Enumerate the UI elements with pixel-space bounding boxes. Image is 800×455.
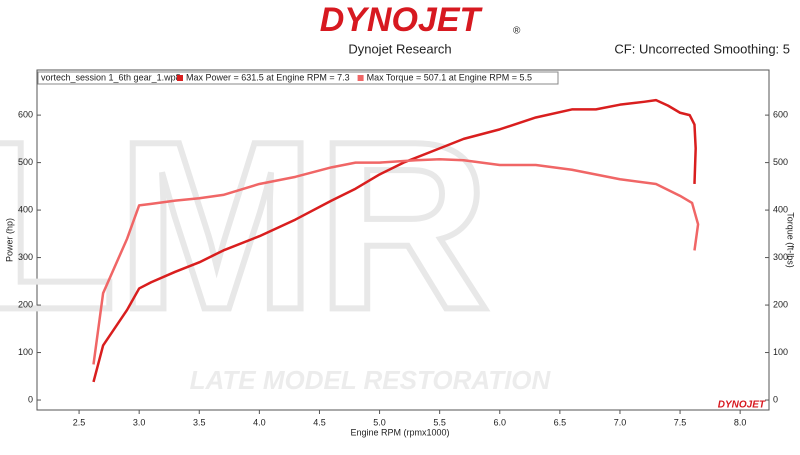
x-tick-label: 4.0 [253,417,266,427]
logo: DYNOJET [320,1,484,39]
y-tick-label: 200 [18,299,33,309]
y2-tick-label: 300 [773,252,788,262]
series-line [92,157,700,365]
x-tick-label: 7.0 [614,417,627,427]
y2-tick-label: 100 [773,347,788,357]
x-tick-label: 6.0 [494,417,507,427]
y-tick-label: 500 [18,157,33,167]
y2-tick-label: 500 [773,157,788,167]
y-axis-label: Power (hp) [4,218,14,262]
x-tick-label: 5.5 [433,417,446,427]
y2-axis-label: Torque (ft-lbs) [786,212,796,268]
legend-swatch [357,75,364,81]
x-tick-label: 5.0 [373,417,386,427]
logo-mark: ® [513,26,521,37]
legend-swatch [177,75,183,81]
x-tick-label: 3.5 [193,417,206,427]
x-tick-label: 7.5 [674,417,687,427]
y2-tick-label: 200 [773,299,788,309]
legend-label: Max Power = 631.5 at Engine RPM = 7.3 [186,72,350,82]
y2-tick-label: 400 [773,204,788,214]
x-tick-label: 6.5 [554,417,567,427]
x-tick-label: 3.0 [133,417,146,427]
chart-title: Dynojet Research [348,41,451,56]
y-tick-label: 0 [28,394,33,404]
corner-logo: DYNOJET [718,400,766,411]
legend-label: Max Torque = 507.1 at Engine RPM = 5.5 [367,72,532,82]
watermark: LATE MODEL RESTORATION [190,365,552,395]
watermark-letters: LMR [0,91,490,359]
y-tick-label: 600 [18,109,33,119]
x-axis-label: Engine RPM (rpmx1000) [350,427,449,437]
chart-subtitle: CF: Uncorrected Smoothing: 5 [614,41,790,56]
x-tick-label: 8.0 [734,417,747,427]
y-tick-label: 100 [18,347,33,357]
y-tick-label: 400 [18,204,33,214]
y-tick-label: 300 [18,252,33,262]
y2-tick-label: 600 [773,109,788,119]
plot-area [36,69,770,411]
series-line [92,98,697,383]
x-tick-label: 4.5 [313,417,326,427]
y2-tick-label: 0 [773,394,778,404]
legend-title: vortech_session 1_6th gear_1.wp8 [41,72,181,82]
legend-box [37,71,559,85]
x-tick-label: 2.5 [73,417,86,427]
